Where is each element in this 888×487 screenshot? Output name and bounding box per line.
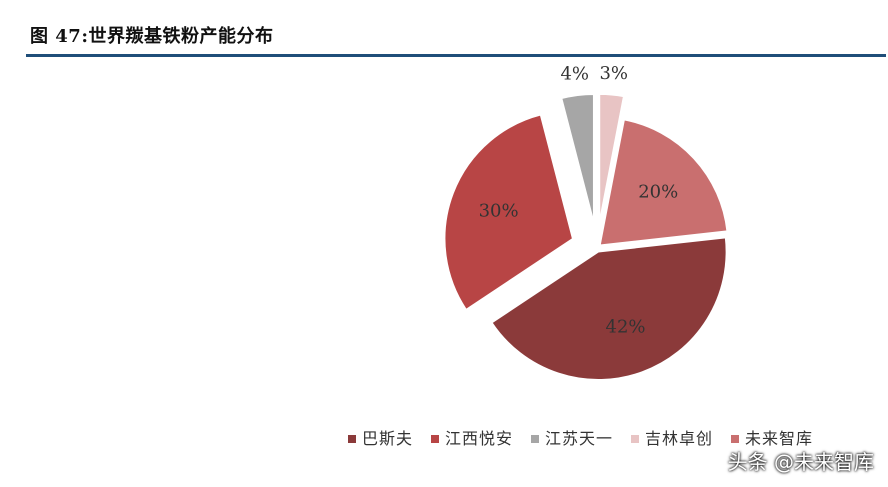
slice-label-4: 3%	[599, 63, 628, 84]
figure-title: 图 47:世界羰基铁粉产能分布	[30, 26, 274, 47]
watermark: 头条 @未来智库	[727, 450, 874, 474]
slice-label-1: 42%	[606, 316, 646, 337]
legend-label-2: 江西悦安	[445, 429, 513, 448]
slice-label-3: 4%	[560, 63, 589, 84]
pie-slice-2	[443, 113, 574, 311]
slice-label-5: 20%	[638, 181, 678, 202]
legend-label-4: 吉林卓创	[645, 429, 713, 448]
legend-swatch-4	[631, 435, 639, 443]
legend-label-5: 未来智库	[745, 429, 813, 448]
slice-label-2: 30%	[479, 200, 519, 221]
pie-slice-1	[490, 236, 728, 381]
legend-swatch-3	[531, 435, 539, 443]
legend-swatch-5	[731, 435, 739, 443]
pie-slice-5	[599, 118, 728, 247]
pie-slice-3	[560, 93, 595, 223]
legend-swatch-1	[348, 435, 356, 443]
title-divider	[26, 54, 886, 57]
legend-label-3: 江苏天一	[545, 429, 613, 448]
pie-slice-4	[598, 93, 625, 223]
legend-label-1: 巴斯夫	[362, 429, 413, 448]
legend-swatch-2	[431, 435, 439, 443]
